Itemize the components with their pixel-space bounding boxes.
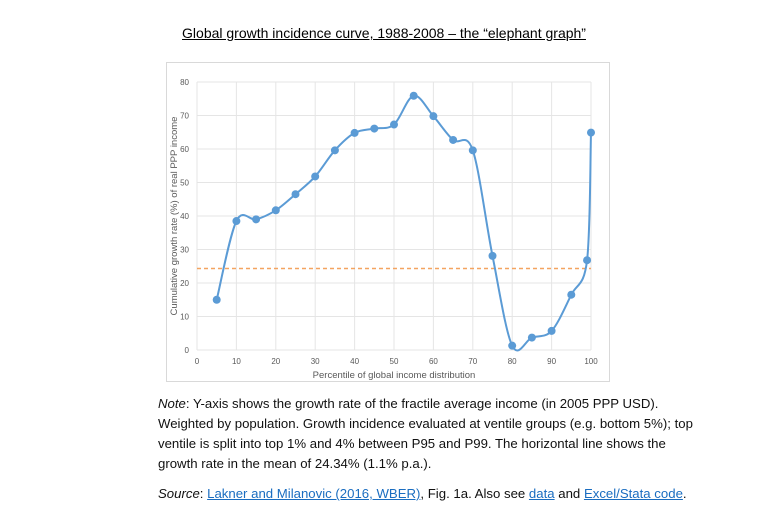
source-mid: , Fig. 1a. Also see	[420, 486, 529, 501]
y-tick-label: 80	[180, 78, 189, 87]
data-point	[488, 251, 497, 260]
x-tick-label: 0	[195, 357, 200, 366]
x-tick-label: 100	[584, 357, 598, 366]
y-tick-label: 60	[180, 145, 189, 154]
source-label: Source	[158, 486, 200, 501]
code-link[interactable]: Excel/Stata code	[583, 486, 683, 501]
data-point	[330, 146, 339, 155]
data-point	[508, 341, 517, 350]
data-point	[370, 124, 379, 133]
note-label: Note	[158, 396, 186, 411]
y-tick-label: 70	[180, 112, 189, 121]
x-tick-label: 60	[429, 357, 438, 366]
x-axis-label: Percentile of global income distribution	[313, 370, 476, 381]
paper-link[interactable]: Lakner and Milanovic (2016, WBER)	[207, 486, 421, 501]
data-point	[271, 206, 280, 215]
data-link[interactable]: data	[528, 486, 555, 501]
x-tick-label: 90	[547, 357, 556, 366]
source-and: and	[554, 486, 584, 501]
data-point	[468, 146, 477, 155]
data-point	[212, 295, 221, 304]
note-paragraph: Note: Y-axis shows the growth rate of th…	[158, 394, 698, 474]
data-point	[449, 135, 458, 144]
x-tick-label: 30	[311, 357, 320, 366]
data-point	[350, 128, 359, 137]
x-tick-label: 70	[468, 357, 477, 366]
y-tick-label: 30	[180, 246, 189, 255]
y-tick-label: 50	[180, 179, 189, 188]
x-tick-label: 80	[508, 357, 517, 366]
data-point	[252, 215, 261, 224]
y-tick-label: 40	[180, 212, 189, 221]
data-point	[583, 256, 592, 265]
data-point	[232, 217, 241, 226]
data-point	[527, 333, 536, 342]
data-point	[390, 120, 398, 129]
data-point	[409, 91, 418, 100]
data-point	[311, 172, 320, 181]
data-point	[291, 190, 300, 199]
source-paragraph: Source: Lakner and Milanovic (2016, WBER…	[158, 484, 698, 504]
data-point	[429, 112, 438, 121]
page-title: Global growth incidence curve, 1988-2008…	[182, 25, 586, 41]
x-tick-label: 50	[390, 357, 399, 366]
data-point	[547, 326, 556, 335]
note-text: : Y-axis shows the growth rate of the fr…	[158, 396, 693, 471]
x-tick-label: 40	[350, 357, 359, 366]
x-tick-label: 10	[232, 357, 241, 366]
y-tick-label: 20	[180, 279, 189, 288]
source-sep: :	[199, 486, 208, 501]
y-tick-label: 0	[185, 346, 190, 355]
y-axis-label: Cumulative growth rate (%) of real PPP i…	[169, 117, 180, 316]
x-tick-label: 20	[271, 357, 280, 366]
data-point	[587, 128, 595, 137]
y-tick-label: 10	[180, 313, 189, 322]
data-point	[567, 290, 576, 299]
source-end: .	[682, 486, 687, 501]
